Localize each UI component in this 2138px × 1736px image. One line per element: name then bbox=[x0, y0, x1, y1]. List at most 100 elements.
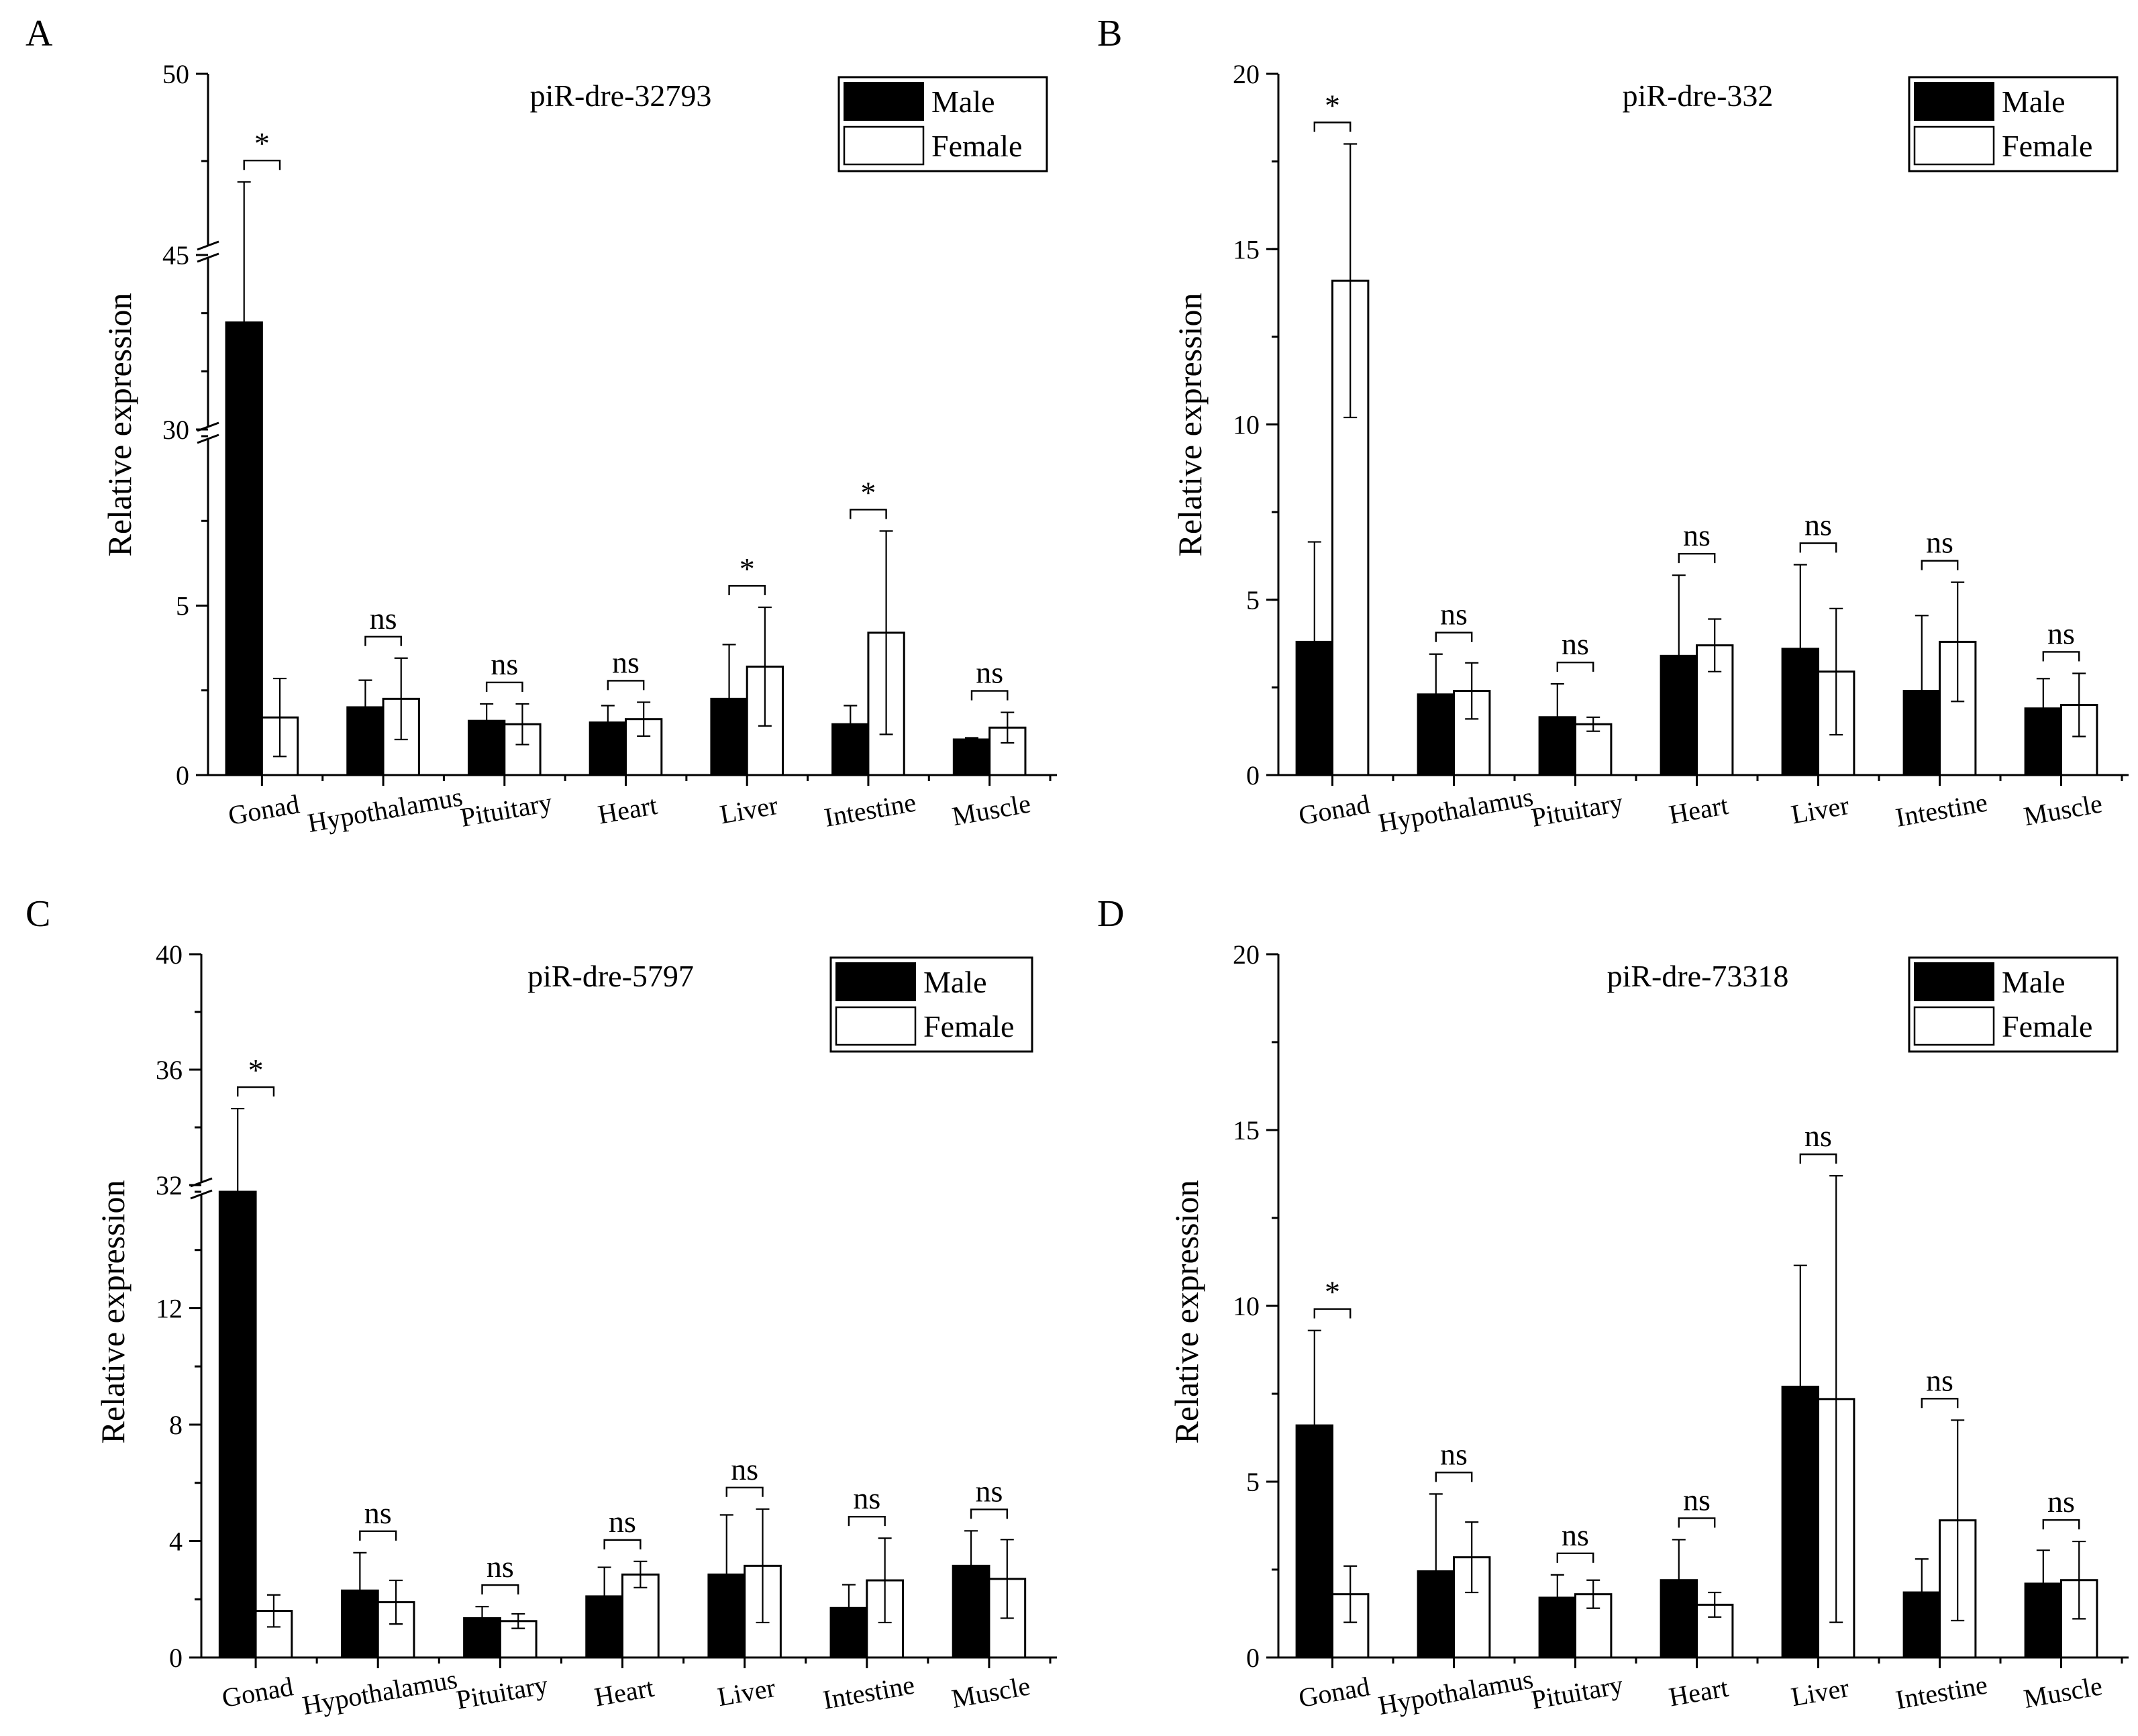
bar-male-pituitary bbox=[1538, 1596, 1576, 1659]
bar-male-pituitary bbox=[463, 1617, 501, 1659]
significance-label: ns bbox=[1562, 627, 1589, 661]
y-tick-label: 36 bbox=[156, 1055, 183, 1085]
error-bar-female bbox=[1586, 716, 1600, 732]
error-bar-female bbox=[1343, 1565, 1358, 1623]
x-tick-label: Intestine bbox=[822, 787, 918, 833]
error-bar-female bbox=[1829, 607, 1843, 736]
error-bar-male bbox=[1915, 615, 1929, 691]
significance-bracket bbox=[1799, 1153, 1837, 1164]
significance-bracket bbox=[725, 1486, 764, 1497]
y-tick-label: 8 bbox=[169, 1410, 183, 1440]
bar-male-heart bbox=[585, 1595, 624, 1659]
y-tick-label: 5 bbox=[1246, 1467, 1260, 1497]
axis-break-mark bbox=[197, 240, 219, 251]
bar-male-muscle bbox=[2024, 707, 2062, 776]
legend-swatch-male bbox=[1914, 82, 1994, 121]
bar-male-hypothalamus bbox=[340, 1589, 379, 1659]
error-bar-male bbox=[237, 181, 251, 323]
significance-bracket bbox=[1435, 1472, 1473, 1482]
error-bar-male bbox=[1307, 1329, 1321, 1426]
bar-male-muscle bbox=[952, 1564, 990, 1659]
y-axis-label: Relative expression bbox=[101, 293, 138, 557]
x-tick-label: Hypothalamus bbox=[1376, 781, 1535, 838]
error-bar-male bbox=[1672, 1539, 1686, 1580]
bar-male-intestine bbox=[1902, 1591, 1941, 1659]
x-tick-label: Liver bbox=[715, 1672, 778, 1712]
error-bar-female bbox=[515, 703, 529, 746]
error-bar-female bbox=[878, 1537, 892, 1624]
legend-swatch-male bbox=[844, 82, 924, 121]
error-bar-male bbox=[231, 1107, 245, 1192]
x-tick-label: Pituitary bbox=[454, 1670, 550, 1715]
chart-title: piR-dre-5797 bbox=[527, 959, 694, 993]
x-tick-label: Intestine bbox=[1893, 1670, 1989, 1715]
significance-bracket bbox=[237, 1086, 275, 1097]
significance-label: ns bbox=[2047, 616, 2075, 650]
error-bar-male bbox=[1793, 564, 1807, 649]
error-bar-female bbox=[1708, 1591, 1722, 1618]
y-tick-label: 5 bbox=[1246, 585, 1260, 615]
panel-letter: B bbox=[1097, 13, 1122, 54]
y-tick-label: 30 bbox=[162, 415, 189, 445]
bar-male-pituitary bbox=[467, 719, 506, 776]
y-tick-label: 20 bbox=[1233, 939, 1260, 970]
x-tick-label: Heart bbox=[596, 790, 660, 830]
error-bar-male bbox=[1307, 541, 1321, 642]
y-axis-label: Relative expression bbox=[94, 1180, 132, 1444]
significance-bracket bbox=[485, 681, 523, 692]
bar-male-gonad bbox=[218, 1190, 257, 1659]
significance-bracket bbox=[2042, 1519, 2080, 1530]
bar-male-hypothalamus bbox=[1417, 1570, 1455, 1659]
error-bar-male bbox=[2036, 1549, 2050, 1584]
error-bar-female bbox=[1465, 662, 1479, 720]
legend-swatch-female bbox=[843, 125, 925, 166]
significance-bracket bbox=[970, 1509, 1008, 1519]
bar-male-intestine bbox=[831, 723, 870, 776]
x-tick-label: Pituitary bbox=[1529, 787, 1625, 833]
chart-title: piR-dre-332 bbox=[1623, 79, 1774, 113]
x-tick-label: Hypothalamus bbox=[305, 781, 465, 838]
x-tick-label: Heart bbox=[593, 1672, 656, 1713]
chart-title: piR-dre-32793 bbox=[530, 79, 712, 113]
bar-female-heart bbox=[1696, 1603, 1734, 1659]
x-tick-label: Muscle bbox=[950, 1670, 1033, 1714]
significance-bracket bbox=[1678, 552, 1716, 564]
error-bar-male bbox=[358, 679, 372, 707]
legend-label-female: Female bbox=[923, 1009, 1014, 1043]
significance-bracket bbox=[1313, 1308, 1352, 1319]
significance-bracket bbox=[1556, 1552, 1594, 1563]
legend-swatch-male bbox=[835, 962, 916, 1001]
x-tick-label: Intestine bbox=[821, 1670, 917, 1715]
error-bar-female bbox=[1465, 1521, 1479, 1594]
bar-female-muscle bbox=[2060, 704, 2098, 776]
error-bar-male bbox=[1793, 1264, 1807, 1387]
error-bar-female bbox=[273, 677, 287, 758]
error-bar-male bbox=[1550, 1574, 1564, 1598]
x-tick-label: Gonad bbox=[1296, 788, 1372, 831]
bar-male-heart bbox=[1660, 654, 1698, 776]
legend-swatch-female bbox=[835, 1006, 917, 1046]
legend-label-male: Male bbox=[923, 965, 987, 999]
significance-bracket bbox=[1678, 1517, 1716, 1528]
significance-label: * bbox=[1325, 89, 1340, 123]
x-tick-label: Muscle bbox=[950, 788, 1033, 831]
error-bar-male bbox=[1915, 1558, 1929, 1593]
error-bar-female bbox=[1708, 618, 1722, 672]
error-bar-male bbox=[353, 1551, 367, 1591]
significance-label: ns bbox=[1440, 1437, 1468, 1471]
x-tick-label: Pituitary bbox=[1529, 1670, 1625, 1715]
significance-label: ns bbox=[609, 1504, 636, 1539]
y-tick-label: 15 bbox=[1233, 234, 1260, 264]
x-tick-label: Liver bbox=[717, 790, 780, 829]
significance-bracket bbox=[481, 1584, 519, 1595]
significance-bracket bbox=[607, 680, 645, 691]
legend-swatch-female bbox=[1913, 125, 1995, 166]
significance-bracket bbox=[850, 509, 887, 519]
significance-bracket bbox=[1435, 631, 1473, 642]
legend-label-male: Male bbox=[2002, 965, 2066, 999]
x-tick-label: Gonad bbox=[1296, 1671, 1372, 1713]
y-tick-label: 20 bbox=[1233, 59, 1260, 89]
